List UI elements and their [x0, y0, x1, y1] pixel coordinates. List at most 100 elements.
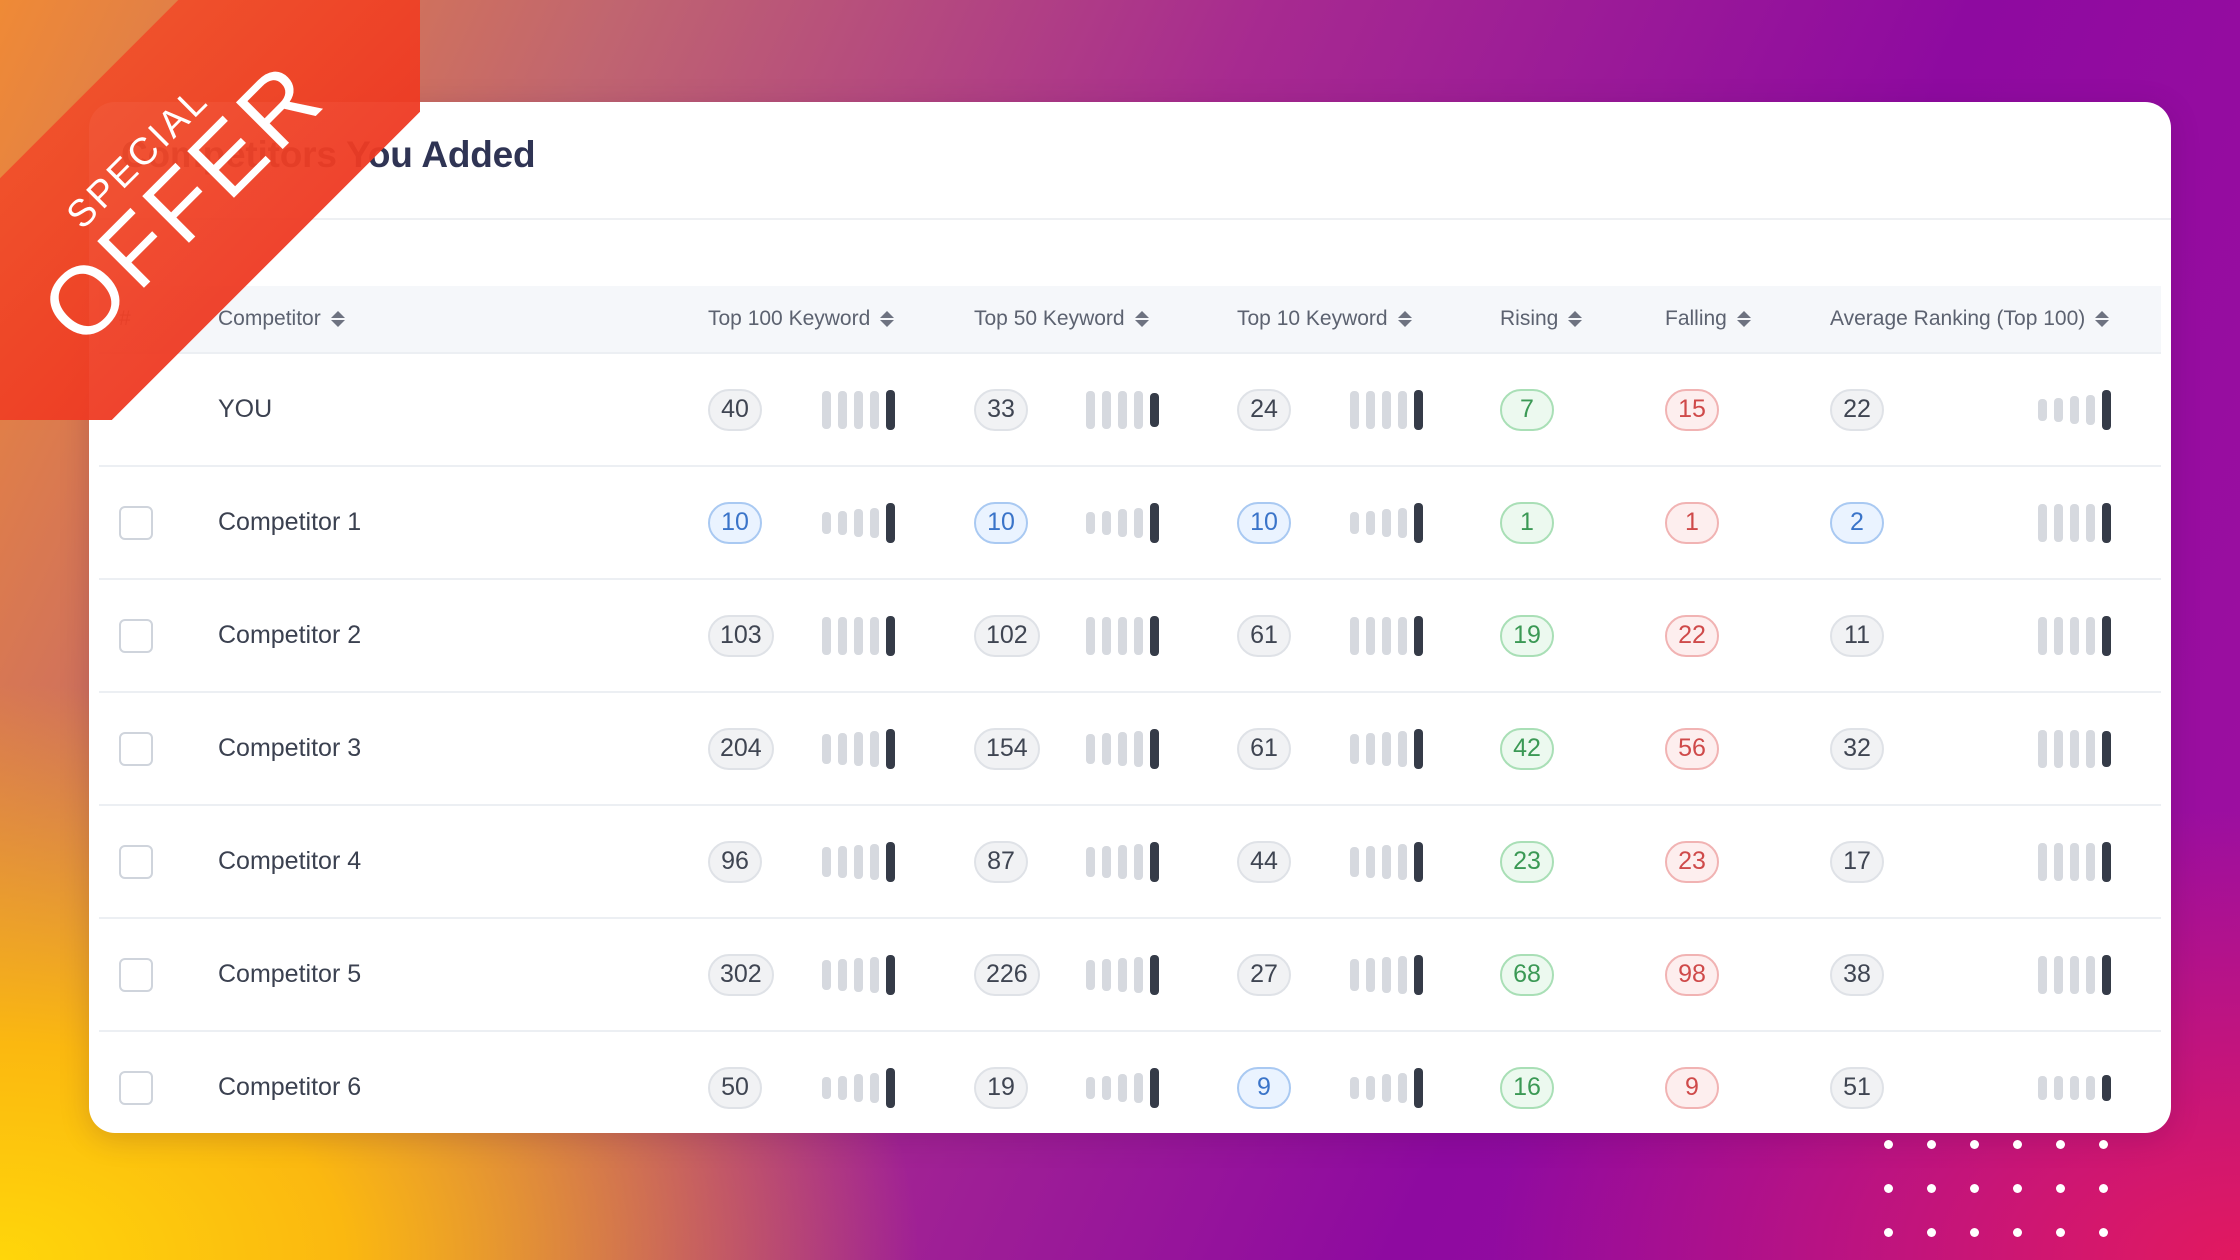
trend-bars-icon — [822, 840, 895, 884]
header-avg-label: Average Ranking (Top 100) — [1830, 307, 2086, 330]
trend-bars-icon — [1350, 953, 1423, 997]
trend-bars-icon — [1350, 388, 1423, 432]
rising-count: 23 — [1500, 840, 1554, 883]
sort-icon[interactable] — [2095, 311, 2110, 327]
row-checkbox[interactable] — [119, 957, 153, 992]
top50-count: 10 — [974, 501, 1028, 544]
top10-count: 44 — [1237, 840, 1291, 883]
trend-bars-icon — [1350, 501, 1423, 545]
sort-icon[interactable] — [1397, 311, 1412, 327]
rising-count: 68 — [1500, 953, 1554, 996]
table-row[interactable]: Competitor 5 302 226 27 68 98 38 — [99, 919, 2161, 1032]
trend-bars-icon — [1350, 614, 1423, 658]
trend-bars-icon — [1086, 840, 1159, 884]
special-offer-ribbon: SPECIAL OFFER — [0, 0, 420, 420]
competitor-name: Competitor 3 — [218, 734, 362, 762]
decorative-dot-grid — [1884, 1140, 2124, 1260]
avg-ranking: 32 — [1830, 727, 1884, 770]
header-competitor[interactable]: Competitor — [218, 286, 345, 352]
avg-ranking: 17 — [1830, 840, 1884, 883]
top10-count: 24 — [1237, 388, 1291, 431]
trend-bars-icon — [822, 501, 895, 545]
falling-count: 15 — [1665, 388, 1719, 431]
trend-bars-icon — [1086, 388, 1159, 432]
top50-count: 102 — [974, 614, 1040, 657]
avg-ranking: 38 — [1830, 953, 1884, 996]
ribbon-text: SPECIAL OFFER — [0, 0, 420, 420]
trend-bars-icon — [1350, 1066, 1423, 1110]
competitor-name: YOU — [218, 395, 273, 423]
top100-count: 40 — [708, 388, 762, 431]
sort-icon[interactable] — [1568, 311, 1583, 327]
row-checkbox[interactable] — [119, 618, 153, 653]
trend-bars-icon — [1086, 1066, 1159, 1110]
top10-count: 9 — [1237, 1066, 1291, 1109]
avg-ranking: 2 — [1830, 501, 1884, 544]
row-checkbox[interactable] — [119, 1070, 153, 1105]
table-row[interactable]: Competitor 1 10 10 10 1 1 2 — [99, 467, 2161, 580]
header-falling[interactable]: Falling — [1665, 286, 1751, 352]
trend-bars-icon — [2038, 953, 2111, 997]
top10-count: 61 — [1237, 614, 1291, 657]
competitors-card: Competitors You Added # Competitor Top 1… — [89, 102, 2171, 1133]
top50-count: 19 — [974, 1066, 1028, 1109]
table-header: # Competitor Top 100 Keyword Top 50 Keyw… — [99, 286, 2161, 354]
sort-icon[interactable] — [1134, 311, 1149, 327]
rising-count: 7 — [1500, 388, 1554, 431]
competitor-name: Competitor 6 — [218, 1073, 362, 1101]
sort-icon[interactable] — [330, 311, 345, 327]
trend-bars-icon — [2038, 1066, 2111, 1110]
top10-count: 10 — [1237, 501, 1291, 544]
header-top100[interactable]: Top 100 Keyword — [708, 286, 895, 352]
header-competitor-label: Competitor — [218, 307, 321, 330]
trend-bars-icon — [1350, 840, 1423, 884]
falling-count: 23 — [1665, 840, 1719, 883]
header-top50-label: Top 50 Keyword — [974, 307, 1125, 330]
header-avg-ranking[interactable]: Average Ranking (Top 100) — [1830, 286, 2110, 352]
trend-bars-icon — [2038, 501, 2111, 545]
header-rising[interactable]: Rising — [1500, 286, 1583, 352]
competitors-table: # Competitor Top 100 Keyword Top 50 Keyw… — [99, 286, 2161, 1133]
rising-count: 19 — [1500, 614, 1554, 657]
competitor-name: Competitor 4 — [218, 847, 362, 875]
top100-count: 103 — [708, 614, 774, 657]
sort-icon[interactable] — [880, 311, 895, 327]
table-row[interactable]: Competitor 3 204 154 61 42 56 32 — [99, 693, 2161, 806]
table-row[interactable]: Competitor 2 103 102 61 19 22 11 — [99, 580, 2161, 693]
top100-count: 50 — [708, 1066, 762, 1109]
row-checkbox[interactable] — [119, 731, 153, 766]
trend-bars-icon — [2038, 388, 2111, 432]
row-checkbox[interactable] — [119, 505, 153, 540]
trend-bars-icon — [2038, 614, 2111, 658]
top100-count: 96 — [708, 840, 762, 883]
trend-bars-icon — [1086, 501, 1159, 545]
competitor-name: Competitor 1 — [218, 508, 362, 536]
avg-ranking: 22 — [1830, 388, 1884, 431]
trend-bars-icon — [1086, 614, 1159, 658]
header-top10[interactable]: Top 10 Keyword — [1237, 286, 1412, 352]
header-falling-label: Falling — [1665, 307, 1727, 330]
header-top50[interactable]: Top 50 Keyword — [974, 286, 1149, 352]
header-top10-label: Top 10 Keyword — [1237, 307, 1388, 330]
header-top100-label: Top 100 Keyword — [708, 307, 871, 330]
competitor-name: Competitor 2 — [218, 621, 362, 649]
table-row[interactable]: Competitor 4 96 87 44 23 23 17 — [99, 806, 2161, 919]
trend-bars-icon — [822, 953, 895, 997]
trend-bars-icon — [822, 614, 895, 658]
trend-bars-icon — [1350, 727, 1423, 771]
competitor-name: Competitor 5 — [218, 960, 362, 988]
top50-count: 154 — [974, 727, 1040, 770]
falling-count: 22 — [1665, 614, 1719, 657]
falling-count: 98 — [1665, 953, 1719, 996]
falling-count: 9 — [1665, 1066, 1719, 1109]
trend-bars-icon — [822, 727, 895, 771]
table-row[interactable]: YOU 40 33 24 7 15 22 — [99, 354, 2161, 467]
sort-icon[interactable] — [1736, 311, 1751, 327]
title-divider — [89, 218, 2171, 220]
table-row[interactable]: Competitor 6 50 19 9 16 9 51 — [99, 1032, 2161, 1133]
top100-count: 302 — [708, 953, 774, 996]
falling-count: 56 — [1665, 727, 1719, 770]
row-checkbox[interactable] — [119, 844, 153, 879]
falling-count: 1 — [1665, 501, 1719, 544]
top10-count: 27 — [1237, 953, 1291, 996]
